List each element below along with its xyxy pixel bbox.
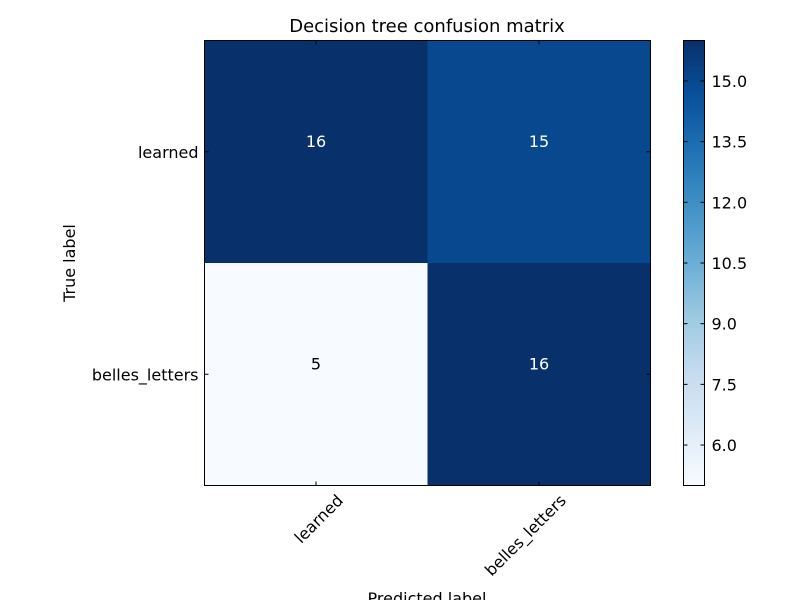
colorbar-tick-label: 13.5 bbox=[712, 133, 748, 152]
cell-value-labels: 16 15 5 16 bbox=[306, 132, 549, 374]
x-tick-label: belles_letters bbox=[481, 491, 571, 581]
y-tick-label: learned bbox=[138, 143, 199, 162]
cell-value-label: 15 bbox=[529, 132, 549, 151]
heatmap-cell bbox=[427, 263, 651, 486]
colorbar-tick-label: 7.5 bbox=[712, 375, 737, 394]
cell-value-label: 16 bbox=[529, 354, 549, 373]
y-tick-label: belles_letters bbox=[92, 365, 199, 385]
colorbar-tick-label: 10.5 bbox=[712, 254, 748, 273]
cell-value-label: 5 bbox=[311, 354, 321, 373]
y-tick-labels: learned belles_letters bbox=[92, 143, 199, 386]
axis-ticks bbox=[204, 40, 651, 486]
colorbar-tick-label: 6.0 bbox=[712, 436, 737, 455]
plot-frame bbox=[204, 40, 651, 486]
heatmap-cell bbox=[427, 40, 651, 263]
colorbar-tick-label: 9.0 bbox=[712, 315, 737, 334]
cell-value-label: 16 bbox=[306, 132, 326, 151]
heatmap-cell bbox=[204, 263, 428, 486]
y-axis-label: True label bbox=[60, 224, 79, 303]
x-tick-label: learned bbox=[291, 491, 347, 547]
x-tick-labels: learned belles_letters bbox=[291, 491, 571, 581]
x-axis-label: Predicted label bbox=[368, 589, 487, 600]
chart-title: Decision tree confusion matrix bbox=[289, 16, 565, 37]
colorbar-tick-label: 12.0 bbox=[712, 193, 748, 212]
colorbar-tick-label: 15.0 bbox=[712, 72, 748, 91]
heatmap-cell bbox=[204, 40, 428, 263]
colorbar-ticks: 6.0 7.5 9.0 10.5 12.0 13.5 15.0 bbox=[683, 72, 748, 455]
heatmap-cells bbox=[204, 40, 651, 486]
